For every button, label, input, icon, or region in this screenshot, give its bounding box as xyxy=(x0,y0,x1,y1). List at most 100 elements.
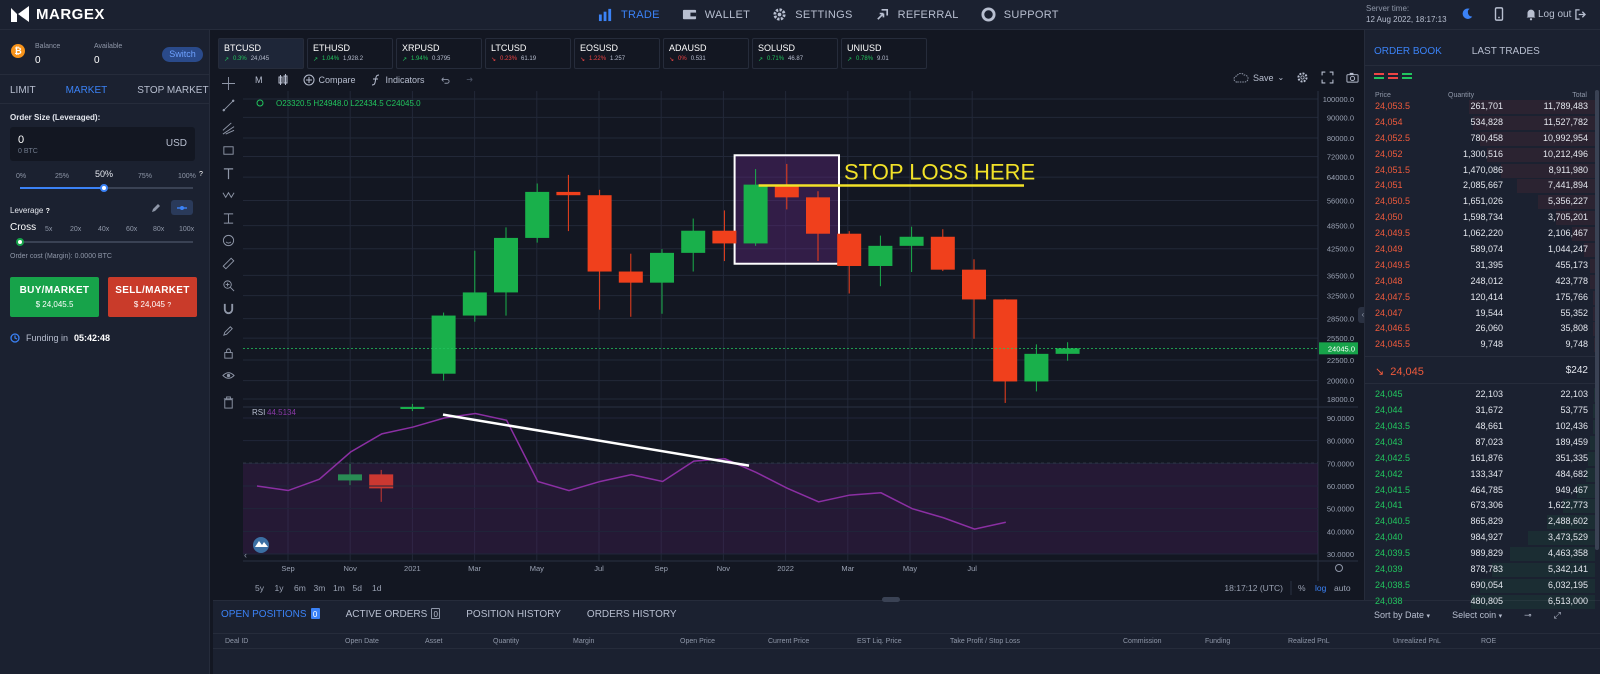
pin-icon[interactable]: ⊸ xyxy=(1524,610,1532,620)
ask-row[interactable]: 24,047.5 120,414 175,766 xyxy=(1365,290,1595,306)
collapse-panel-button[interactable]: ‹ xyxy=(1358,307,1368,323)
bid-row[interactable]: 24,043 87,023 189,459 xyxy=(1365,435,1595,451)
column-header[interactable]: Quantity xyxy=(493,638,520,645)
brand-logo[interactable]: MARGEX xyxy=(10,5,105,23)
leverage-tick[interactable]: 20x xyxy=(70,226,82,233)
leverage-tick[interactable]: 40x xyxy=(98,226,110,233)
lock-tool[interactable] xyxy=(218,342,238,365)
candle-style-icon[interactable] xyxy=(277,74,289,86)
column-header[interactable]: Unrealized PnL xyxy=(1393,638,1441,645)
column-header[interactable]: Open Date xyxy=(345,638,379,645)
ask-row[interactable]: 24,050 1,598,734 3,705,201 xyxy=(1365,210,1595,226)
interval-button[interactable]: M xyxy=(255,75,263,85)
column-header[interactable]: Deal ID xyxy=(225,638,249,645)
bid-row[interactable]: 24,044 31,672 53,775 xyxy=(1365,403,1595,419)
ask-row[interactable]: 24,049.5 31,395 455,173 xyxy=(1365,258,1595,274)
bid-row[interactable]: 24,039.5 989,829 4,463,358 xyxy=(1365,546,1595,562)
compare-button[interactable]: Compare xyxy=(303,74,356,86)
ask-row[interactable]: 24,052.5 780,458 10,992,954 xyxy=(1365,131,1595,147)
percent-25[interactable]: 25% xyxy=(55,173,70,180)
ask-row[interactable]: 24,049 589,074 1,044,247 xyxy=(1365,242,1595,258)
switch-button[interactable]: Switch xyxy=(162,47,203,62)
bid-row[interactable]: 24,038.5 690,054 6,032,195 xyxy=(1365,578,1595,594)
ask-row[interactable]: 24,048 248,012 423,778 xyxy=(1365,274,1595,290)
price-chart[interactable]: 100000.0 90000.0 80000.0 72000.0 64000.0 5600… xyxy=(243,91,1358,599)
ask-row[interactable]: 24,050.5 1,651,026 5,356,227 xyxy=(1365,194,1595,210)
bid-row[interactable]: 24,043.5 48,661 102,436 xyxy=(1365,419,1595,435)
nav-support[interactable]: SUPPORT xyxy=(981,7,1059,22)
visibility-tool[interactable] xyxy=(218,365,238,388)
draw-lock-tool[interactable] xyxy=(218,320,238,343)
ticker-ethusd[interactable]: ETHUSD ↗ 1.04% 1,928.2 xyxy=(307,38,393,69)
book-asks-icon[interactable] xyxy=(1388,73,1398,80)
fib-tool[interactable] xyxy=(218,117,238,140)
buy-market-button[interactable]: BUY/MARKET $ 24,045.5 xyxy=(10,277,99,317)
redo-icon[interactable] xyxy=(464,75,475,86)
leverage-tick[interactable]: 5x xyxy=(45,226,53,233)
order-size-input[interactable]: 0 0 BTC USD xyxy=(10,127,195,161)
leverage-slider-thumb[interactable] xyxy=(16,238,24,246)
book-both-icon[interactable] xyxy=(1374,73,1384,80)
leverage-mode[interactable]: Cross xyxy=(10,222,37,233)
percent-50[interactable]: 50% xyxy=(95,169,114,179)
tab-position-history[interactable]: POSITION HISTORY xyxy=(466,608,561,620)
nav-referral[interactable]: REFERRAL xyxy=(875,7,959,22)
bid-row[interactable]: 24,040 984,927 3,473,529 xyxy=(1365,530,1595,546)
ticker-xrpusd[interactable]: XRPUSD ↗ 1.94% 0.3795 xyxy=(396,38,482,69)
column-header[interactable]: ROE xyxy=(1481,638,1497,645)
order-size-slider-thumb[interactable] xyxy=(100,184,108,192)
percent-100[interactable]: 100% xyxy=(178,173,196,180)
ask-row[interactable]: 24,051 2,085,667 7,441,894 xyxy=(1365,178,1595,194)
tab-stop-market[interactable]: STOP MARKET xyxy=(137,85,209,96)
percent-0[interactable]: 0% xyxy=(16,173,27,180)
fullscreen-icon[interactable] xyxy=(1321,71,1334,84)
ask-row[interactable]: 24,045.5 9,748 9,748 xyxy=(1365,337,1595,353)
undo-icon[interactable] xyxy=(439,75,450,86)
rectangle-tool[interactable] xyxy=(218,140,238,163)
select-coin-dropdown[interactable]: Select coin ▾ xyxy=(1452,610,1503,620)
leverage-tick[interactable]: 100x xyxy=(179,226,195,233)
column-header[interactable]: Open Price xyxy=(680,638,716,645)
magnet-tool[interactable] xyxy=(218,297,238,320)
bid-row[interactable]: 24,042.5 161,876 351,335 xyxy=(1365,451,1595,467)
bid-row[interactable]: 24,040.5 865,829 2,488,602 xyxy=(1365,514,1595,530)
pattern-tool[interactable] xyxy=(218,185,238,208)
tab-active-orders[interactable]: ACTIVE ORDERS 0 xyxy=(346,608,441,620)
ask-row[interactable]: 24,047 19,544 55,352 xyxy=(1365,306,1595,322)
bid-row[interactable]: 24,045 22,103 22,103 xyxy=(1365,387,1595,403)
sort-by-date-dropdown[interactable]: Sort by Date ▾ xyxy=(1374,610,1431,620)
column-header[interactable]: Current Price xyxy=(768,638,810,645)
column-header[interactable]: Commission xyxy=(1123,638,1162,645)
bid-row[interactable]: 24,039 878,783 5,342,141 xyxy=(1365,562,1595,578)
ticker-adausd[interactable]: ADAUSD ↘ 0% 0.531 xyxy=(663,38,749,69)
bell-icon[interactable] xyxy=(1524,7,1538,21)
nav-trade[interactable]: TRADE xyxy=(598,7,660,22)
bid-row[interactable]: 24,041 673,306 1,622,773 xyxy=(1365,498,1595,514)
percent-75[interactable]: 75% xyxy=(138,173,153,180)
tab-last-trades[interactable]: LAST TRADES xyxy=(1471,46,1540,57)
ask-row[interactable]: 24,052 1,300,516 10,212,496 xyxy=(1365,147,1595,163)
save-button[interactable]: Save ⌄ xyxy=(1233,72,1284,83)
ask-row[interactable]: 24,051.5 1,470,086 8,911,980 xyxy=(1365,163,1595,179)
ask-row[interactable]: 24,046.5 26,060 35,808 xyxy=(1365,321,1595,337)
book-bids-icon[interactable] xyxy=(1402,73,1412,80)
sell-market-button[interactable]: SELL/MARKET $ 24,045 ? xyxy=(108,277,197,317)
bid-row[interactable]: 24,041.5 464,785 949,467 xyxy=(1365,483,1595,499)
nav-settings[interactable]: SETTINGS xyxy=(772,7,852,22)
tab-orders-history[interactable]: ORDERS HISTORY xyxy=(586,608,677,620)
bid-row[interactable]: 24,042 133,347 484,682 xyxy=(1365,467,1595,483)
ticker-btcusd[interactable]: BTCUSD ↗ 0.3% 24,045 xyxy=(218,38,304,69)
tab-open-positions[interactable]: OPEN POSITIONS 0 xyxy=(221,608,320,620)
ticker-eosusd[interactable]: EOSUSD ↘ 1.22% 1.257 xyxy=(574,38,660,69)
expand-icon[interactable]: ⤢ xyxy=(1553,610,1561,620)
column-header[interactable]: Funding xyxy=(1205,638,1231,645)
mobile-icon[interactable] xyxy=(1492,7,1506,21)
help-icon[interactable]: ? xyxy=(199,171,203,178)
column-header[interactable]: Take Profit / Stop Loss xyxy=(950,638,1021,645)
text-tool[interactable] xyxy=(218,162,238,185)
leverage-slider-mode-button[interactable] xyxy=(171,200,193,215)
ask-row[interactable]: 24,054 534,828 11,527,782 xyxy=(1365,115,1595,131)
order-book-scrollbar[interactable] xyxy=(1595,90,1599,550)
column-header[interactable]: Realized PnL xyxy=(1288,638,1330,645)
measure-tool[interactable] xyxy=(218,207,238,230)
